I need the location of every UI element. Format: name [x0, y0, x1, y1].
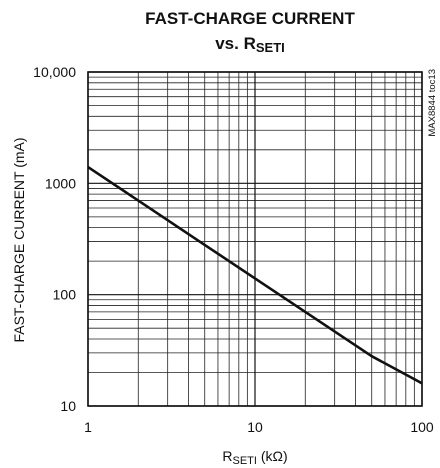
y-tick-label: 10	[60, 398, 76, 414]
y-tick-label: 100	[53, 287, 77, 303]
x-tick-label: 10	[247, 419, 263, 435]
x-tick-label: 100	[410, 419, 434, 435]
x-tick-label: 1	[84, 419, 92, 435]
y-tick-labels: 10 100 1000 10,000	[33, 64, 76, 414]
chart-title-line2: vs. RSETI	[215, 34, 285, 55]
x-axis-label: RSETI (kΩ)	[222, 448, 287, 467]
chart-title-line1: FAST-CHARGE CURRENT	[145, 9, 355, 28]
series-line	[87, 166, 423, 385]
y-axis-label: FAST-CHARGE CURRENT (mA)	[11, 137, 27, 342]
x-axis-label-prefix: R	[222, 448, 232, 464]
y-tick-label: 10,000	[33, 64, 76, 80]
x-axis-label-suffix: (kΩ)	[257, 448, 288, 464]
series-layer	[87, 166, 423, 385]
plot-frame	[87, 71, 423, 407]
y-tick-label: 1000	[45, 175, 76, 191]
x-tick-labels: 1 10 100	[84, 419, 434, 435]
chart-title-line2-prefix: vs. R	[215, 34, 256, 53]
chart-code-annotation: MAX8844 toc13	[427, 69, 438, 137]
x-axis-label-subscript: SETI	[232, 455, 256, 467]
chart-title-line2-subscript: SETI	[256, 40, 285, 55]
